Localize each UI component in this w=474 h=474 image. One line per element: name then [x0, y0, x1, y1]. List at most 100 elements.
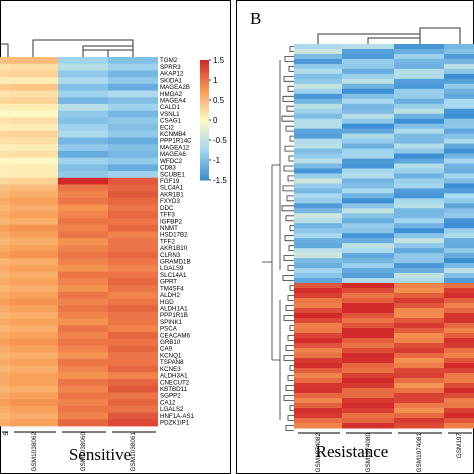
heatmap-cell [108, 204, 158, 212]
scale-band [200, 172, 209, 175]
gene-label: ALDH3A1 [160, 373, 188, 380]
scale-band [200, 90, 209, 93]
scale-band [200, 142, 209, 145]
gene-label: KCNMB4 [160, 131, 186, 138]
heatmap-cell [444, 203, 474, 209]
group-label-resistance: Resistance [316, 442, 389, 461]
scale-tick-label: -0.5 [213, 136, 227, 145]
heatmap-cell [10, 325, 58, 333]
heatmap-cell [108, 157, 158, 165]
heatmap-cell [10, 90, 58, 98]
heatmap-cell [58, 63, 108, 71]
heatmap-cell [444, 268, 474, 274]
heatmap-cell [108, 164, 158, 172]
heatmap-cell [10, 345, 58, 353]
heatmap-cell [444, 53, 474, 60]
heatmap-cell [108, 83, 158, 91]
heatmap-cell [444, 288, 474, 294]
scale-band [200, 176, 209, 179]
heatmap-cell [444, 413, 474, 419]
heatmap-cell [394, 353, 444, 359]
sample-label: GSM1974080 [365, 433, 372, 473]
heatmap-cell [394, 403, 444, 409]
heatmap-cell [0, 392, 10, 400]
heatmap-cell [394, 88, 444, 95]
heatmap-cell [294, 68, 342, 75]
heatmap-cell [394, 93, 444, 100]
heatmap-cell [10, 57, 58, 65]
dendrogram-branch [82, 45, 134, 57]
scale-band [200, 178, 209, 181]
heatmap-cell [342, 358, 394, 364]
heatmap-cell [342, 308, 394, 314]
heatmap-cell [444, 253, 474, 259]
scale-band [200, 166, 209, 169]
heatmap-cell [342, 298, 394, 304]
heatmap-cell [10, 352, 58, 360]
scale-band [200, 128, 209, 131]
scale-band [200, 174, 209, 177]
heatmap-cell [444, 63, 474, 70]
dendrogram-branch [0, 43, 9, 57]
heatmap-cell [342, 208, 394, 214]
heatmap-cell [444, 408, 474, 414]
heatmap-cell [294, 273, 342, 279]
heatmap-cell [342, 113, 394, 120]
heatmap-cell [0, 130, 10, 138]
scale-band [200, 74, 209, 77]
heatmap-cell [0, 150, 10, 159]
gene-label: HMGA2 [160, 91, 183, 98]
heatmap-cell [294, 383, 342, 389]
heatmap-cell [58, 97, 108, 105]
heatmap-cell [394, 348, 444, 354]
heatmap-cell [394, 308, 444, 314]
heatmap-cell [294, 253, 342, 259]
heatmap-cell [342, 143, 394, 150]
gene-label: CD83 [160, 165, 176, 172]
gene-label: AKR1B10 [160, 245, 188, 252]
heatmap-cell [0, 204, 10, 212]
sample-label: GSM1038060 [80, 432, 87, 472]
heatmap-cell [58, 57, 108, 65]
heatmap-cell [444, 283, 474, 289]
heatmap-cell [108, 345, 158, 353]
heatmap-cell [10, 150, 58, 159]
gene-label: CLRN3 [160, 252, 181, 259]
gene-label: AKR1B1 [160, 191, 184, 198]
heatmap-cell [10, 70, 58, 78]
heatmap-cell [58, 70, 108, 78]
heatmap-cell [58, 83, 108, 91]
gene-label: SLC14A1 [160, 272, 187, 279]
heatmap-cell [10, 137, 58, 145]
heatmap-cell [342, 223, 394, 229]
heatmap-cell [58, 218, 108, 226]
heatmap-cell [294, 263, 342, 269]
heatmap-cell [342, 413, 394, 419]
heatmap-cell [394, 363, 444, 369]
heatmap-cell [394, 253, 444, 259]
heatmap-cell [108, 224, 158, 232]
scale-tick-label: 0.5 [213, 96, 225, 105]
gene-label: SPRR3 [160, 64, 181, 71]
heatmap-cell [444, 93, 474, 100]
panel-label-b: B [250, 9, 261, 28]
heatmap-cell [0, 83, 10, 91]
scale-band [200, 152, 209, 155]
heatmap-cell [342, 398, 394, 404]
heatmap-cell [394, 123, 444, 130]
heatmap-cell [58, 238, 108, 246]
heatmap-cell [444, 68, 474, 75]
heatmap-cell [444, 123, 474, 130]
scale-band [200, 138, 209, 141]
heatmap-cell [294, 123, 342, 130]
gene-label: ALDH1A1 [160, 305, 188, 312]
heatmap-cell [0, 57, 10, 65]
heatmap-cell [444, 118, 474, 125]
heatmap-cell [342, 98, 394, 105]
heatmap-cell [0, 117, 10, 125]
heatmap-cell [58, 352, 108, 360]
heatmap-cell [294, 188, 342, 194]
gene-label: MAGEA6 [160, 151, 186, 158]
gene-label: KCNE3 [160, 366, 181, 373]
gene-label: CA12 [160, 399, 176, 406]
